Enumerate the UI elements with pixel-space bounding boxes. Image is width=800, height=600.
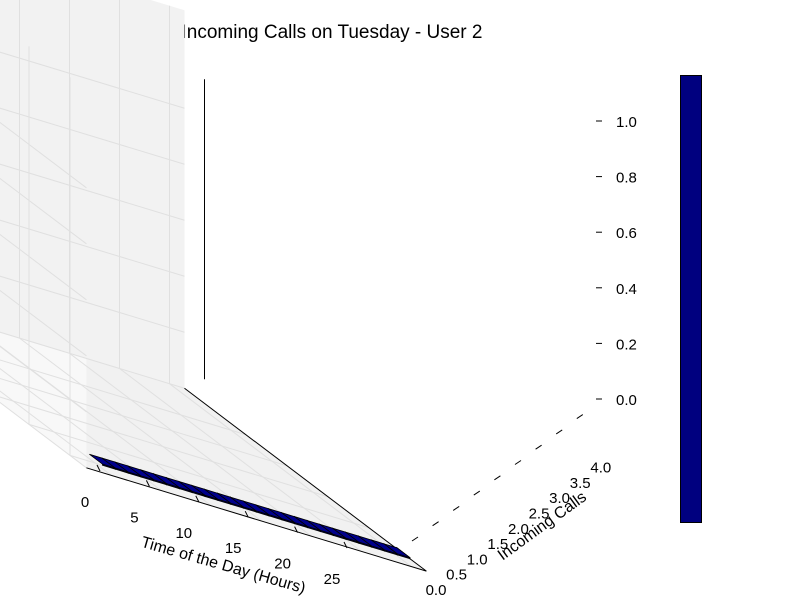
bar [114,461,142,478]
grid-line-floor-y [0,396,329,498]
chart-title: Incoming Calls on Tuesday - User 2 [181,22,483,43]
grid-line-floor-y [28,423,370,529]
grid-line-floor-x [119,368,362,552]
z-tick-label: 0.4 [616,281,637,298]
bars [89,453,411,560]
x-tick-label: 5 [130,509,138,526]
grid-line-back-z [0,331,185,389]
y-axis-line [184,387,427,572]
x-tick-mark [244,510,249,518]
y-tick-label: 1.5 [487,536,508,553]
grid-line-left-z [0,233,87,301]
y-tick-label: 3.5 [570,475,591,492]
z-tick-label: 1.0 [616,114,637,131]
grid-line-left-z [0,121,87,189]
grid-line-left-z [0,289,87,357]
grid-line-floor-x [0,390,112,476]
back-pane [0,0,185,389]
y-tick-label: 0.0 [426,582,447,599]
axis-panes [0,0,427,572]
y-tick-label: 1.0 [467,551,488,568]
y-tick-label: 2.5 [529,506,550,523]
grid-line-floor-x [69,352,312,537]
z-tick-label: 0.8 [616,170,637,187]
y-tick-mark [535,444,542,450]
y-tick-mark [432,521,439,527]
grid-line-left-z [0,177,87,245]
y-tick-mark [494,475,501,481]
y-tick-mark [473,490,481,496]
x-tick-label: 15 [225,540,242,557]
x-tick-mark [294,526,299,533]
grid-line-floor-y [0,377,288,467]
grid-line-back-z [0,275,185,333]
grid-line-floor-y [0,359,247,436]
y-tick-mark [452,505,460,511]
x-tick-label: 20 [274,556,291,573]
x-tick-mark [343,541,348,549]
y-tick-label: 3.0 [549,490,570,507]
bar-top-face [383,543,411,559]
grid-line-back-z [0,107,185,165]
x-tick-mark [195,495,200,503]
grid-line-floor-x [169,383,412,567]
x-tick-label: 0 [81,494,89,511]
grid-line-floor-x [19,337,262,522]
x-tick-mark [96,464,101,472]
x-tick-mark [145,480,150,487]
grid-line-back-z [0,163,185,221]
tick-labels: 05101520250.00.51.01.52.02.53.03.54.00.0… [81,114,637,599]
x-tick-label: 25 [324,571,341,588]
y-tick-mark [514,460,522,465]
grid-lines [0,0,412,567]
grid-line-left-z [0,401,87,469]
y-tick-label: 4.0 [590,460,611,477]
z-tick-label: 0.2 [616,336,637,353]
z-tick-label: 0.0 [616,392,637,409]
y-tick-mark [555,429,563,435]
y-tick-mark [411,536,419,542]
y-tick-label: 0.5 [446,567,467,584]
grid-line-floor-x [0,367,162,491]
colorbar [680,75,702,523]
bar [383,543,411,560]
axis-lines [86,79,427,572]
grid-line-left-z [0,345,87,413]
x-axis-line [86,467,427,572]
z-tick-label: 0.6 [616,225,637,242]
grid-line-back-z [0,51,185,109]
x-tick-label: 10 [175,525,192,542]
y-tick-label: 2.0 [508,521,529,538]
y-tick-mark [576,414,584,420]
grid-line-back-z [0,219,185,277]
